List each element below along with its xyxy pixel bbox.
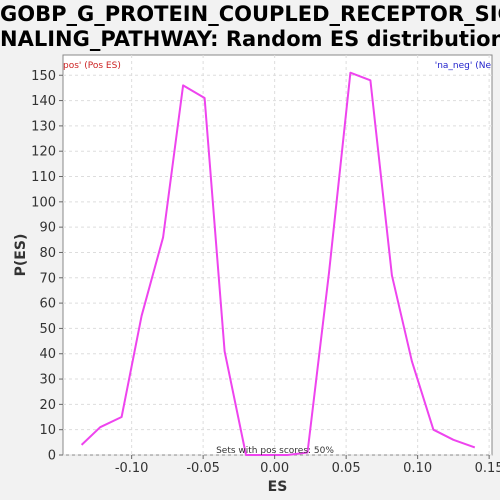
x-tick-label: 0.10 [403,461,432,476]
plot-area [62,54,493,456]
y-tick-label: 140 [31,94,56,109]
x-axis-label: ES [268,479,288,495]
y-tick-label: 40 [39,347,56,362]
legend-neg: 'na_neg' (Ne [435,61,492,71]
y-tick-label: 70 [39,271,56,286]
chart-title-line2: NALING_PATHWAY: Random ES distribution [0,27,500,51]
x-tick-label: 0.05 [332,461,361,476]
y-tick-label: 30 [39,373,56,388]
x-tick-label: -0.10 [115,461,149,476]
y-tick-label: 0 [48,449,56,464]
y-tick-label: 20 [39,398,56,413]
series-layer [80,71,476,456]
y-tick-label: 120 [31,145,56,160]
y-axis-label: P(ES) [13,234,29,277]
y-tick-label: 50 [39,322,56,337]
y-tick-label: 100 [31,195,56,210]
y-tick-label: 130 [31,119,56,134]
legend-pos: pos' (Pos ES) [63,61,121,71]
x-tick-label: 0.00 [260,461,289,476]
es-distribution-line [80,71,476,456]
x-tick-label: 0.15 [475,461,500,476]
axes: 0 10 20 30 40 50 60 70 80 90 100 110 120 130 140 150 -0.… [31,69,500,476]
y-tick-label: 80 [39,246,56,261]
x-tick-label: -0.05 [186,461,220,476]
chart-title-line1: GOBP_G_PROTEIN_COUPLED_RECEPTOR_SIG [0,2,500,26]
chart-title: GOBP_G_PROTEIN_COUPLED_RECEPTOR_SIG NALI… [0,0,500,52]
grid [63,55,492,456]
y-tick-label: 60 [39,297,56,312]
pos-scores-annotation: Sets with pos scores: 50% [216,446,334,456]
y-tick-label: 90 [39,221,56,236]
y-tick-label: 110 [31,170,56,185]
y-tick-label: 150 [31,69,56,84]
y-tick-label: 10 [39,423,56,438]
